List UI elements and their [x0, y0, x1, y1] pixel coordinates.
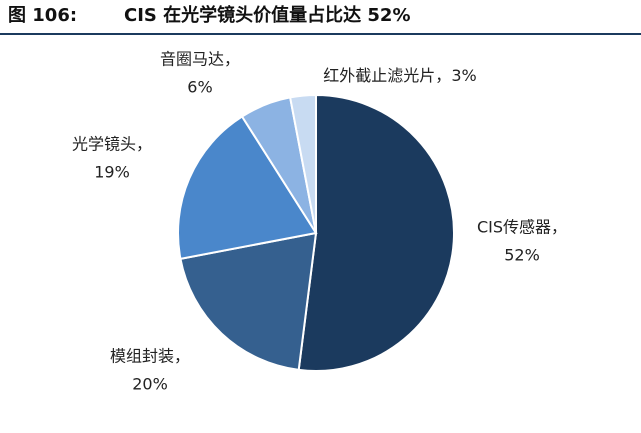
value-label: 3% — [451, 66, 476, 85]
pie-slice — [179, 231, 318, 372]
figure-label: 图 106: — [8, 5, 77, 26]
category-label: 模组封装， — [110, 347, 190, 366]
category-label: CIS传感器， — [477, 218, 567, 237]
value-label: 6% — [187, 78, 212, 97]
pie-slice — [297, 93, 455, 372]
category-label: 光学镜头， — [72, 135, 152, 154]
category-label: 红外截止滤光片， — [323, 66, 451, 85]
category-label: 音圈马达， — [160, 50, 240, 69]
chart-title: CIS 在光学镜头价值量占比达 52% — [124, 4, 411, 26]
pie-slice — [288, 93, 317, 234]
slice-label: 红外截止滤光片，3% — [323, 66, 476, 85]
pie-slice — [177, 115, 318, 261]
value-label: 20% — [132, 375, 168, 394]
value-label: 52% — [504, 246, 540, 265]
value-label: 19% — [94, 163, 130, 182]
